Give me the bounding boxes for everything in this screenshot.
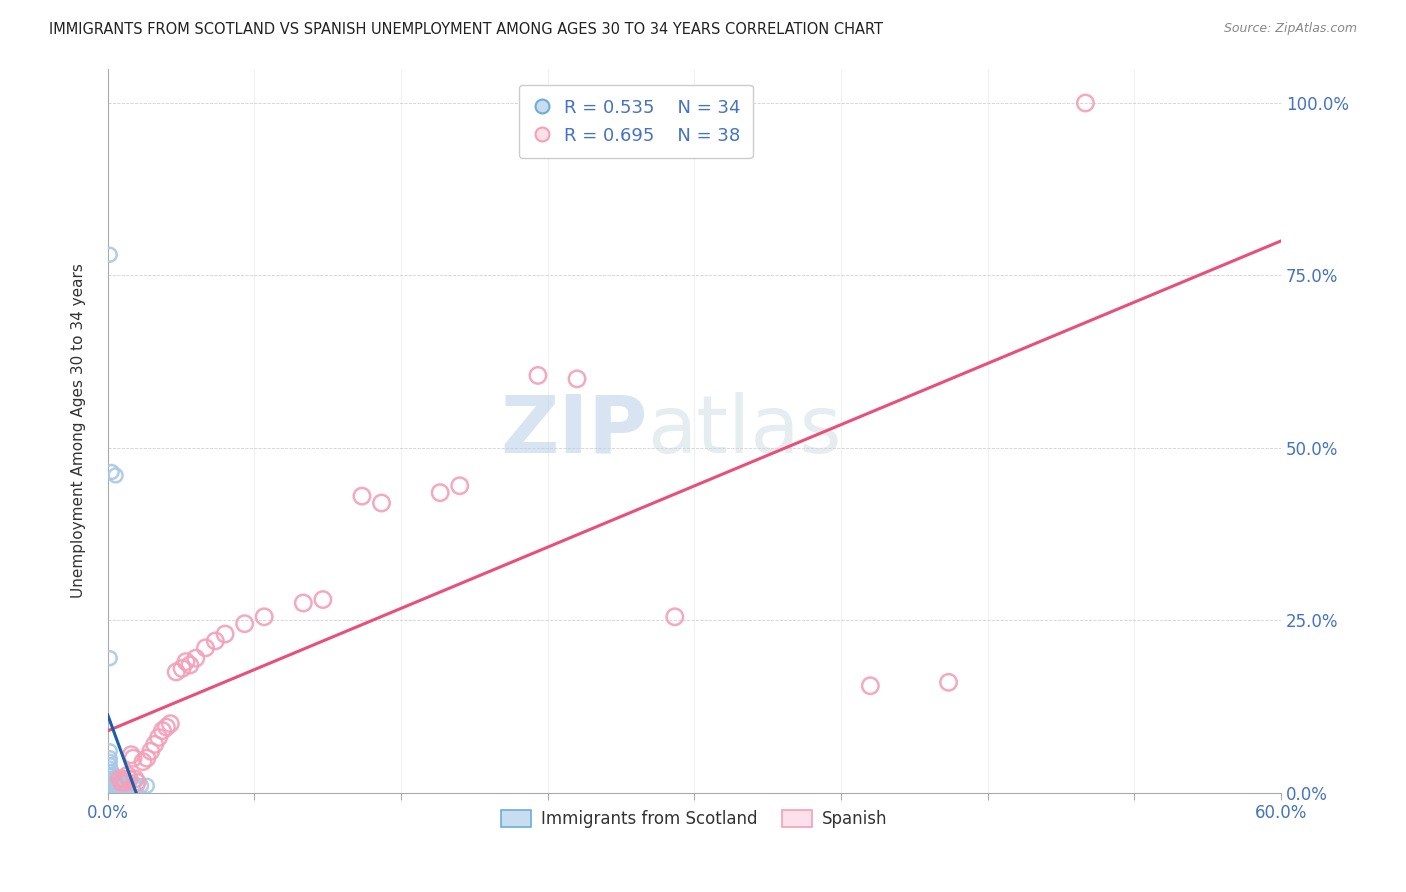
Point <box>233 616 256 631</box>
Point <box>859 679 882 693</box>
Point <box>174 655 197 669</box>
Point <box>100 779 122 793</box>
Point <box>350 489 373 503</box>
Point <box>292 596 315 610</box>
Point <box>100 772 122 786</box>
Point <box>429 485 451 500</box>
Point <box>100 465 122 479</box>
Point <box>98 751 121 765</box>
Point <box>98 651 121 665</box>
Point <box>143 738 166 752</box>
Point <box>155 720 177 734</box>
Point <box>98 764 121 779</box>
Point <box>112 772 135 786</box>
Legend: Immigrants from Scotland, Spanish: Immigrants from Scotland, Spanish <box>494 804 894 835</box>
Point <box>110 775 132 789</box>
Point <box>194 640 217 655</box>
Point <box>117 779 139 793</box>
Point <box>98 744 121 758</box>
Point <box>104 779 127 793</box>
Point <box>98 768 121 782</box>
Text: ZIP: ZIP <box>501 392 647 469</box>
Point <box>565 372 588 386</box>
Point <box>103 772 125 786</box>
Point <box>127 775 149 789</box>
Point <box>107 772 129 786</box>
Point <box>104 775 127 789</box>
Point <box>152 723 174 738</box>
Point <box>122 779 145 793</box>
Point <box>103 775 125 789</box>
Point <box>135 751 157 765</box>
Point <box>98 248 121 262</box>
Text: Source: ZipAtlas.com: Source: ZipAtlas.com <box>1223 22 1357 36</box>
Point <box>98 755 121 769</box>
Point <box>1074 95 1097 110</box>
Point <box>108 772 131 786</box>
Point <box>449 479 471 493</box>
Point <box>122 751 145 765</box>
Point <box>118 772 141 786</box>
Point <box>98 772 121 786</box>
Point <box>129 779 152 793</box>
Point <box>135 779 157 793</box>
Point <box>100 764 122 779</box>
Point <box>127 779 149 793</box>
Point <box>170 661 193 675</box>
Point <box>148 731 170 745</box>
Point <box>108 775 131 789</box>
Point <box>112 779 135 793</box>
Point <box>370 496 392 510</box>
Point <box>664 609 686 624</box>
Point <box>104 468 127 483</box>
Point <box>98 762 121 776</box>
Point <box>253 609 276 624</box>
Point <box>110 779 132 793</box>
Text: IMMIGRANTS FROM SCOTLAND VS SPANISH UNEMPLOYMENT AMONG AGES 30 TO 34 YEARS CORRE: IMMIGRANTS FROM SCOTLAND VS SPANISH UNEM… <box>49 22 883 37</box>
Point <box>204 634 226 648</box>
Point <box>132 755 155 769</box>
Point <box>124 772 146 786</box>
Point <box>118 775 141 789</box>
Point <box>100 768 122 782</box>
Point <box>527 368 550 383</box>
Point <box>184 651 207 665</box>
Point <box>139 744 162 758</box>
Point <box>165 665 187 679</box>
Text: atlas: atlas <box>647 392 842 469</box>
Point <box>120 747 142 762</box>
Point <box>114 779 136 793</box>
Point <box>107 779 129 793</box>
Point <box>214 627 236 641</box>
Point <box>114 775 136 789</box>
Point <box>159 716 181 731</box>
Point <box>103 779 125 793</box>
Y-axis label: Unemployment Among Ages 30 to 34 years: Unemployment Among Ages 30 to 34 years <box>72 263 86 598</box>
Point <box>312 592 335 607</box>
Point <box>98 758 121 772</box>
Point <box>117 768 139 782</box>
Point <box>938 675 960 690</box>
Point <box>100 775 122 789</box>
Point <box>179 658 201 673</box>
